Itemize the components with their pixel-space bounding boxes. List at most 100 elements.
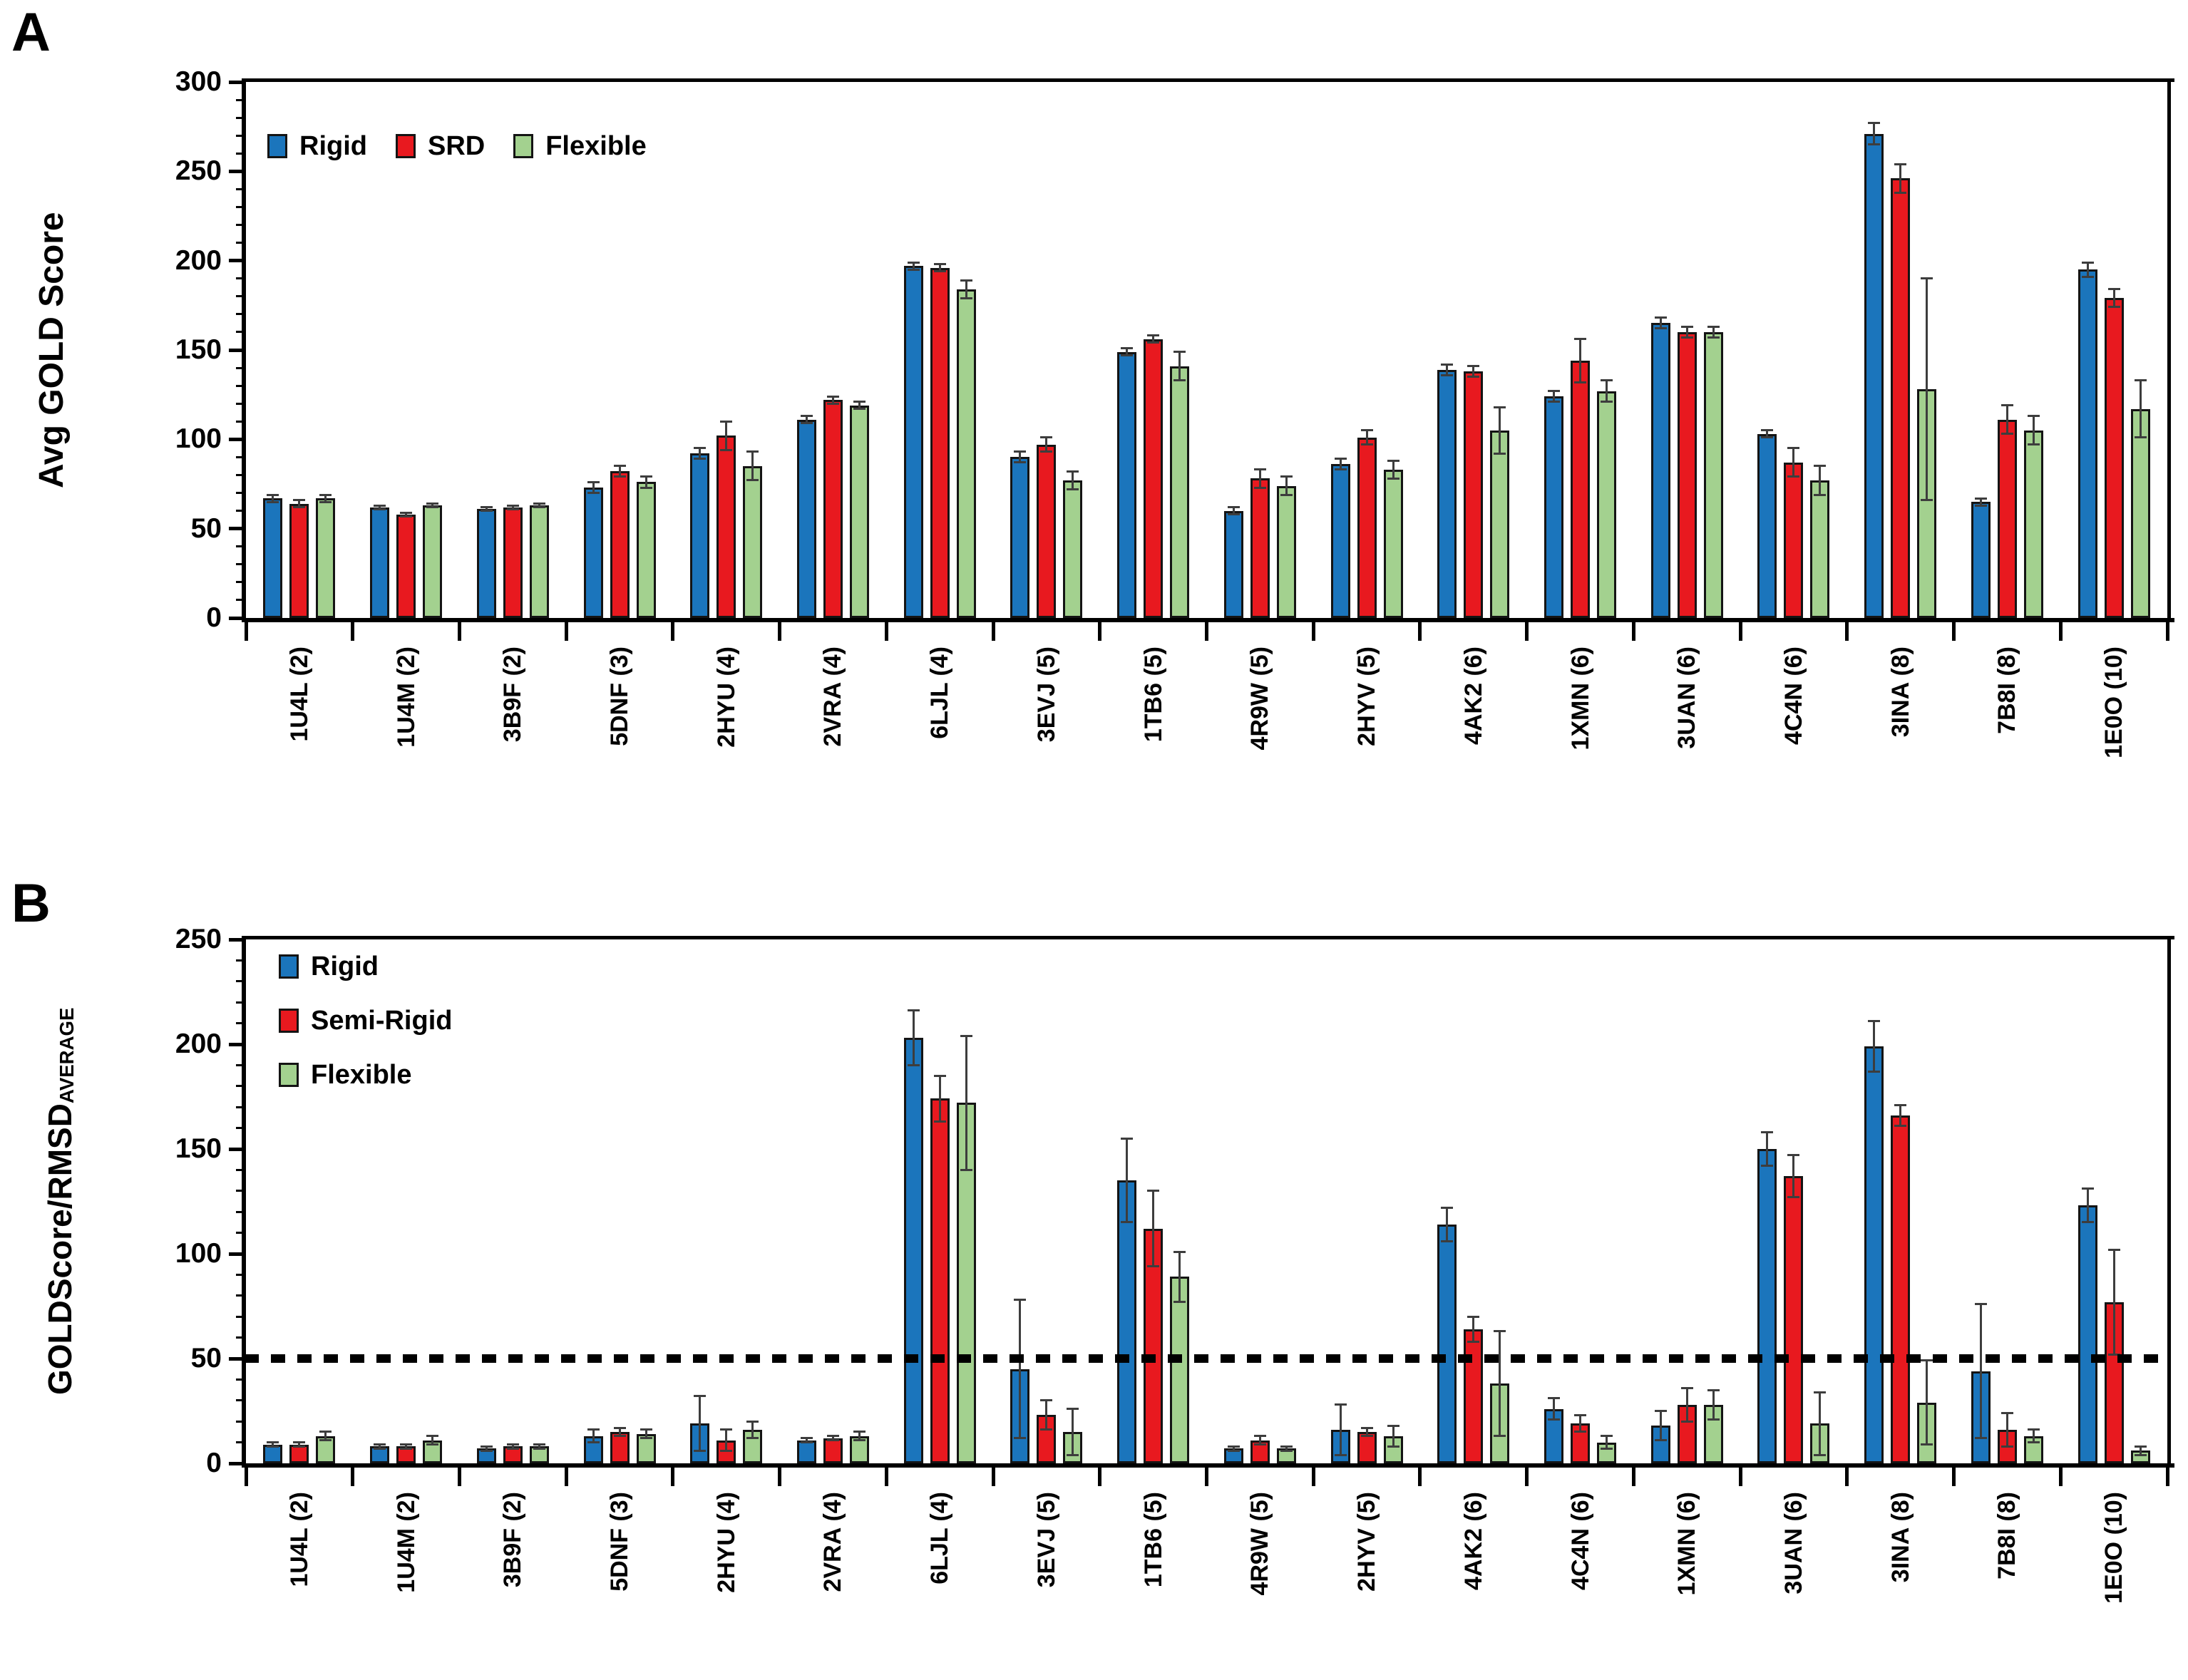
y-major-tick	[229, 1252, 246, 1256]
y-minor-tick	[236, 313, 246, 316]
y-minor-tick	[236, 1420, 246, 1423]
error-bar-cap-top	[1761, 1130, 1774, 1133]
x-group-tick	[2165, 618, 2169, 641]
bar-rigid	[1330, 464, 1350, 618]
error-bar-cap-top	[374, 1443, 386, 1446]
bar-rigid	[1757, 433, 1777, 618]
error-bar-cap-bottom	[1334, 1453, 1347, 1456]
error-bar-cap-top	[746, 1420, 759, 1423]
error-bar-cap-bottom	[1680, 336, 1693, 339]
plot-border-top	[242, 936, 2174, 939]
error-bar	[938, 1076, 941, 1122]
error-bar-cap-top	[374, 504, 386, 507]
bar-rigid	[796, 419, 816, 618]
x-category-label: 4C4N (6)	[1566, 1492, 1594, 1590]
error-bar	[2005, 1413, 2008, 1447]
x-group-tick	[1631, 1463, 1635, 1486]
error-bar-cap-top	[1360, 1426, 1373, 1429]
y-minor-tick	[236, 384, 246, 387]
bar-flexible	[529, 505, 549, 618]
error-bar	[431, 503, 434, 507]
error-bar-cap-bottom	[2134, 436, 2147, 439]
reference-line-50	[245, 1354, 2170, 1363]
x-category-label: 4C4N (6)	[1779, 646, 1807, 745]
y-minor-tick	[236, 473, 246, 476]
error-bar	[592, 482, 595, 493]
error-bar-cap-bottom	[1467, 376, 1480, 378]
error-bar-cap-bottom	[426, 506, 439, 509]
error-bar	[538, 1444, 540, 1449]
error-bar	[592, 1429, 595, 1443]
error-bar-cap-bottom	[1387, 477, 1399, 480]
error-bar-cap-bottom	[1921, 499, 1933, 502]
error-bar	[1685, 326, 1688, 338]
error-bar	[324, 495, 327, 503]
y-tick-label: 0	[206, 602, 222, 633]
error-bar-cap-bottom	[720, 1449, 733, 1452]
error-bar	[1446, 364, 1449, 376]
y-major-tick	[229, 527, 246, 531]
error-bar-cap-bottom	[1868, 143, 1881, 146]
error-bar-cap-top	[1014, 1299, 1027, 1302]
x-category-label: 1U4M (2)	[392, 1492, 420, 1593]
y-tick-label: 200	[175, 244, 222, 276]
x-group-tick	[2058, 1463, 2063, 1486]
bar-semi-rigid	[1891, 1115, 1911, 1463]
error-bar-cap-bottom	[1121, 354, 1134, 357]
error-bar-cap-top	[267, 493, 279, 496]
error-bar-cap-bottom	[800, 422, 813, 425]
error-bar-cap-top	[826, 1435, 839, 1438]
legend-swatch-rigid	[279, 954, 299, 979]
legend-item-flexible: Flexible	[279, 1061, 412, 1089]
x-group-tick	[1631, 618, 1635, 641]
bar-flexible	[1810, 480, 1830, 618]
error-bar-cap-bottom	[933, 270, 946, 273]
error-bar	[2032, 416, 2035, 445]
error-bar-cap-top	[1761, 429, 1774, 432]
bar-srd	[1464, 371, 1484, 618]
error-bar	[938, 264, 941, 272]
error-bar-cap-bottom	[1173, 1301, 1186, 1304]
y-minor-tick	[236, 205, 246, 208]
error-bar-cap-top	[1173, 351, 1186, 353]
bar-rigid	[1117, 351, 1137, 618]
bar-flexible	[849, 1436, 869, 1463]
x-category-label: 4R9W (5)	[1246, 1492, 1274, 1596]
error-bar	[511, 1444, 514, 1449]
x-category-label: 2HYV (5)	[1353, 1492, 1381, 1592]
error-bar-cap-top	[1574, 1413, 1587, 1416]
error-bar-cap-bottom	[826, 402, 839, 405]
error-bar	[1899, 1105, 1902, 1126]
error-bar-cap-top	[907, 1009, 920, 1012]
error-bar-cap-top	[1974, 497, 1987, 500]
error-bar-cap-bottom	[853, 1439, 866, 1442]
error-bar-cap-bottom	[1253, 486, 1266, 489]
error-bar-cap-bottom	[1894, 1125, 1907, 1128]
bar-srd	[930, 267, 950, 618]
error-bar-cap-bottom	[1707, 1418, 1720, 1421]
x-category-label: 4AK2 (6)	[1459, 646, 1487, 745]
x-group-tick	[351, 618, 355, 641]
error-bar	[699, 448, 702, 459]
legend: Rigid SRD Flexible	[267, 132, 647, 160]
error-bar-cap-bottom	[533, 506, 545, 509]
bar-semi-rigid	[1571, 1423, 1591, 1463]
y-tick-label: 150	[175, 1133, 222, 1164]
error-bar	[2086, 1188, 2089, 1222]
bar-rigid	[583, 488, 603, 618]
error-bar-cap-top	[1280, 1445, 1293, 1448]
bar-flexible	[636, 482, 656, 618]
y-minor-tick	[236, 563, 246, 566]
legend-label: Semi-Rigid	[311, 1006, 453, 1036]
error-bar-cap-top	[640, 475, 652, 478]
error-bar-cap-top	[640, 1428, 652, 1431]
error-bar	[1258, 1436, 1261, 1445]
y-major-tick	[229, 616, 246, 620]
x-group-tick	[991, 1463, 995, 1486]
error-bar-cap-bottom	[1441, 1240, 1454, 1242]
error-bar-cap-top	[293, 499, 306, 502]
y-minor-tick	[236, 420, 246, 423]
bar-rigid	[796, 1440, 816, 1463]
y-tick-label: 50	[190, 1343, 222, 1374]
x-category-label: 3B9F (2)	[499, 1492, 527, 1588]
